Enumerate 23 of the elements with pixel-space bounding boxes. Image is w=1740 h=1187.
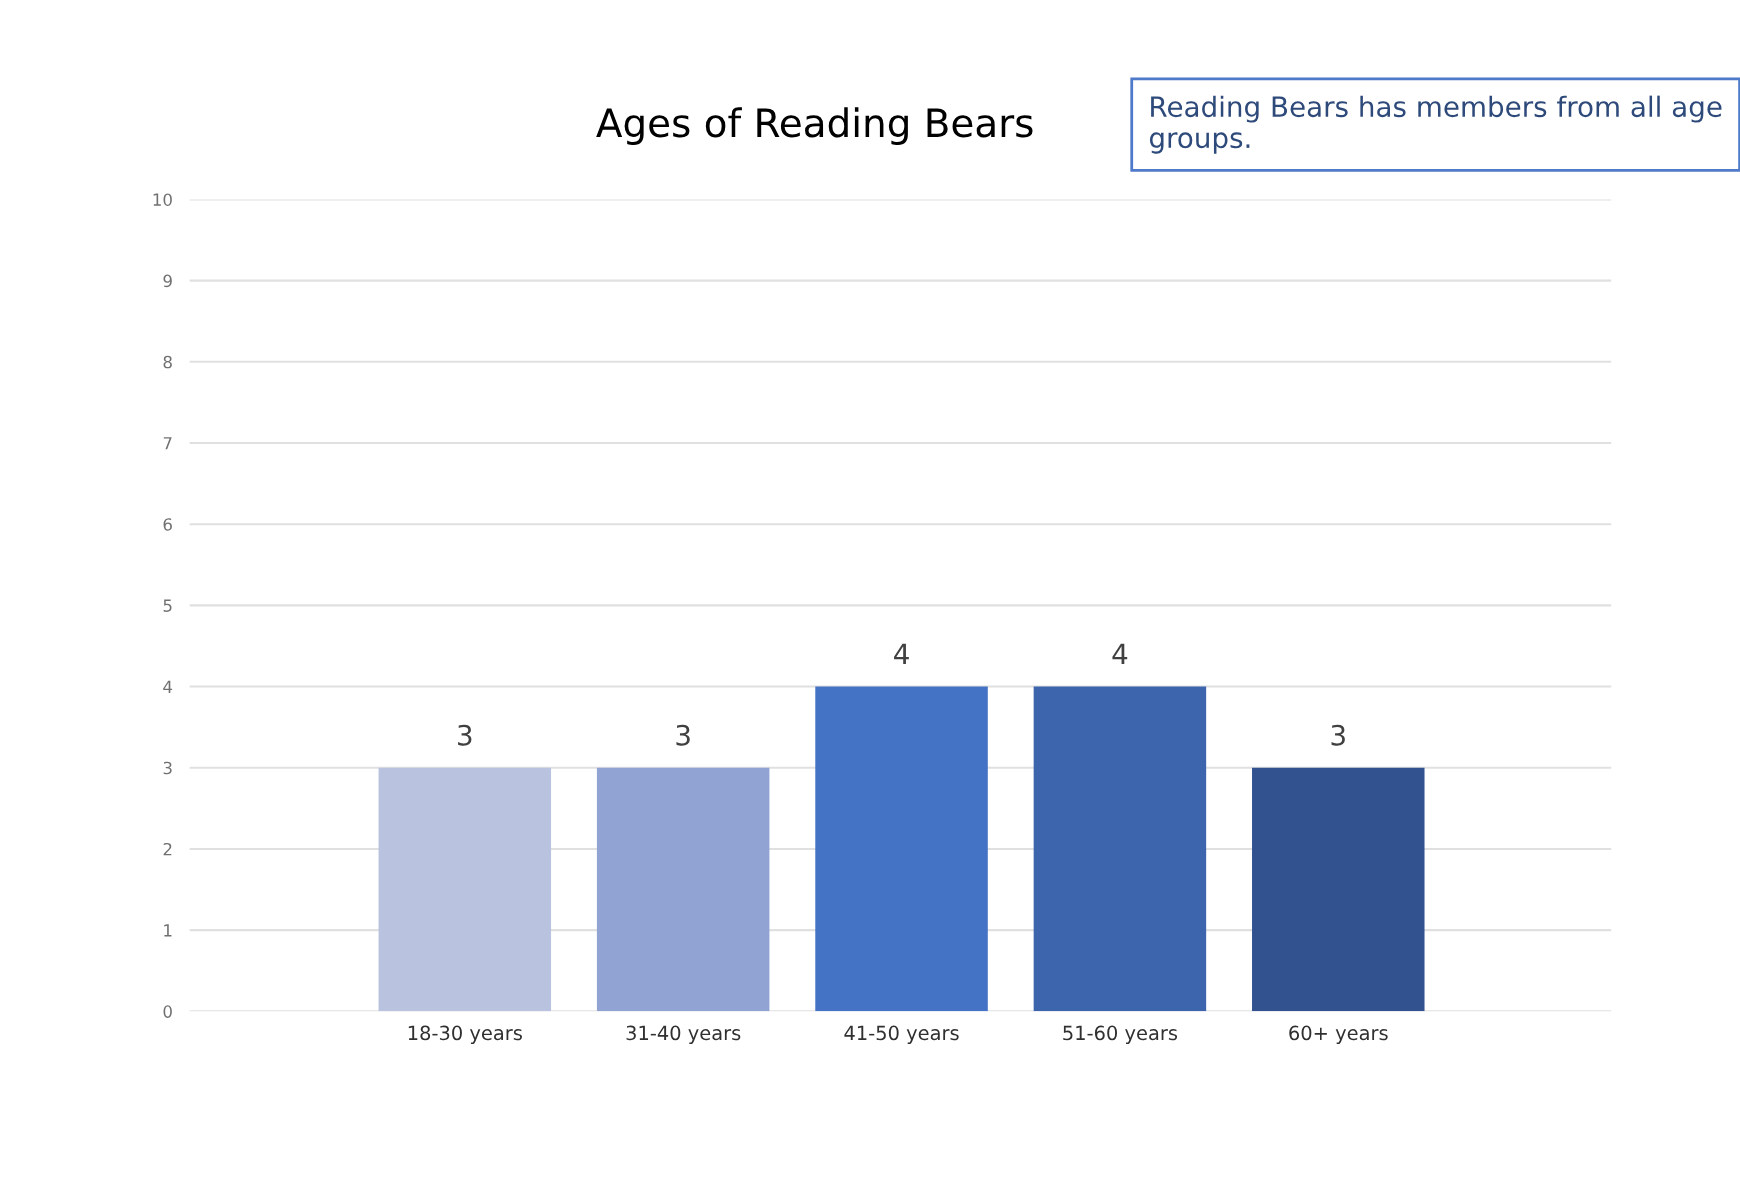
y-tick-label: 5 [163, 599, 172, 612]
data-label: 4 [1112, 643, 1128, 665]
text: Reading Bears has members from all age groups. [1149, 95, 1722, 154]
y-tick-label: 3 [163, 761, 172, 775]
data-label: 3 [676, 724, 690, 746]
data-label: 3 [458, 724, 472, 746]
y-tick-label: 4 [163, 680, 173, 693]
x-tick-label: 18-30 years [408, 1025, 522, 1045]
data-label: 3 [1331, 724, 1345, 746]
data-label: 4 [894, 643, 909, 665]
y-tick-label: 7 [163, 437, 172, 450]
y-tick-label: 0 [163, 1005, 172, 1018]
y-tick-label: 10 [153, 193, 172, 206]
x-tick-label: 60+ years [1289, 1025, 1388, 1045]
y-tick-label: 8 [163, 355, 172, 369]
x-tick-label: 31-40 years [626, 1025, 741, 1045]
y-tick-label: 9 [163, 274, 172, 288]
x-tick-label: 41-50 years [844, 1025, 959, 1045]
y-tick-label: 2 [163, 842, 172, 856]
x-tick-label: 51-60 years [1063, 1025, 1178, 1045]
y-tick-label: 1 [164, 924, 172, 937]
chart-title: Ages of Reading Bears [596, 107, 1033, 145]
y-tick-label: 6 [163, 518, 172, 531]
